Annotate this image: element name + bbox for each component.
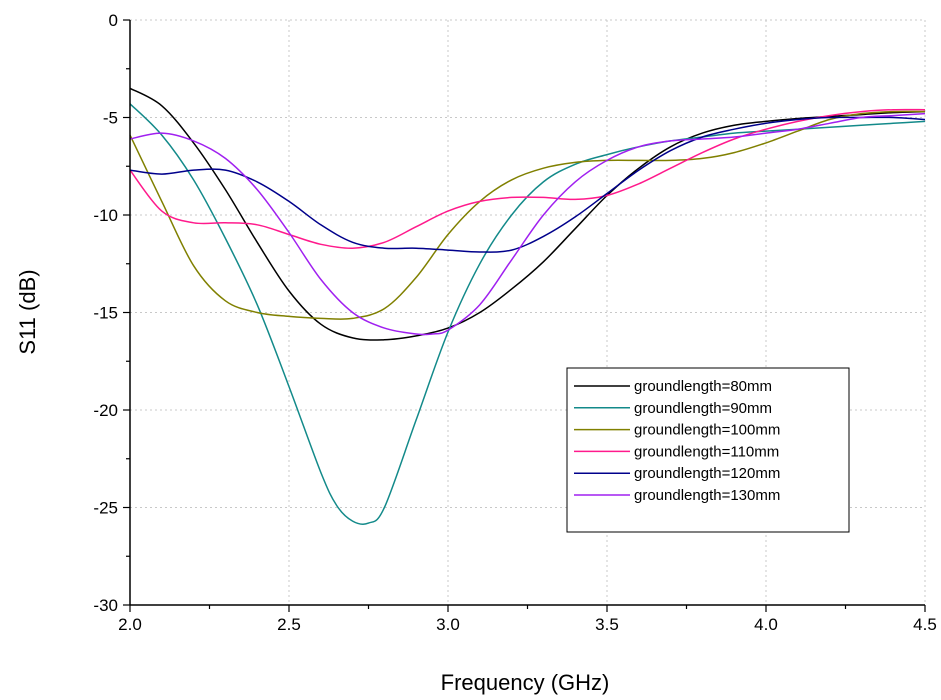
- legend-box: [566, 367, 850, 533]
- y-tick-label: -20: [93, 401, 118, 420]
- x-axis-title: Frequency (GHz): [441, 670, 610, 695]
- series-lines: [129, 87, 926, 526]
- y-axis-title: S11 (dB): [15, 269, 40, 354]
- series-line-2: [129, 103, 926, 526]
- ticks: 2.0 2.5 3.0 3.5 4.0 4.5 0 -5 -10 -15 -20 -25 -30: [93, 11, 936, 634]
- y-tick-label: -30: [93, 596, 118, 615]
- legend-label: groundlength=120mm: [634, 465, 780, 482]
- legend: groundlength=80mm groundlength=90mm ground…: [566, 367, 850, 533]
- legend-label: groundlength=90mm: [634, 400, 772, 417]
- x-tick-label: 3.5: [595, 615, 619, 634]
- legend-label: groundlength=130mm: [634, 487, 780, 504]
- y-tick-label: -5: [103, 109, 118, 128]
- x-tick-label: 2.5: [277, 615, 301, 634]
- series-line-1: [129, 87, 926, 341]
- y-tick-label: -25: [93, 499, 118, 518]
- x-tick-label: 4.5: [913, 615, 937, 634]
- series-line-5: [129, 116, 926, 253]
- y-tick-label: -10: [93, 206, 118, 225]
- legend-label: groundlength=100mm: [634, 422, 780, 439]
- series-line-3: [129, 110, 926, 320]
- series-line-6: [129, 112, 926, 336]
- y-tick-label: -15: [93, 304, 118, 323]
- series-line-4: [129, 108, 926, 249]
- x-tick-label: 4.0: [754, 615, 778, 634]
- y-tick-label: 0: [109, 11, 118, 30]
- legend-label: groundlength=80mm: [634, 378, 772, 395]
- legend-label: groundlength=110mm: [634, 443, 779, 460]
- x-tick-label: 2.0: [118, 615, 142, 634]
- x-tick-label: 3.0: [436, 615, 460, 634]
